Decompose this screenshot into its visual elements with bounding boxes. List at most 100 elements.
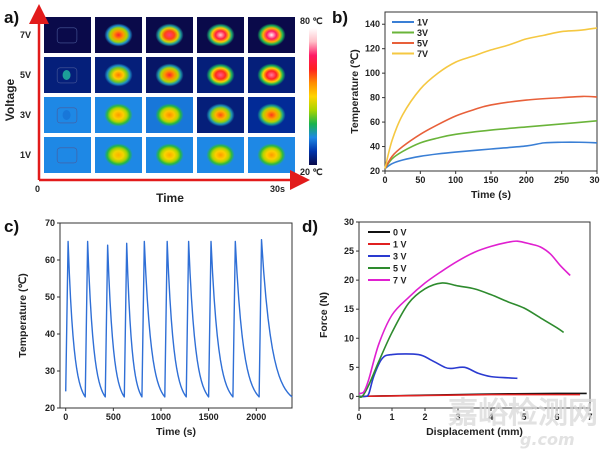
panel-label-a: a) [4,8,19,27]
plot-frame [358,221,591,409]
series-line-5V [384,95,598,169]
y-tick-label: 30 [344,217,354,227]
series-line-5V [358,282,565,399]
hot-spot [257,143,286,167]
hot-spot [257,23,286,47]
y-tick-label: 25 [344,246,354,256]
thermal-tile [44,137,91,173]
y-tick-label: 30 [45,366,55,376]
legend-label-7V: 7V [417,49,428,59]
x-axis-label: Time (s) [156,426,196,438]
y-tick-label: 0 [349,391,354,401]
watermark-sub: g.com [520,430,575,449]
series-line-7V [358,240,571,395]
y-axis-label: Voltage [3,78,17,121]
hot-spot [104,63,133,87]
x-tick-label: 300 [589,175,600,185]
y-tick-label: 20 [370,166,380,176]
y-tick-label: 70 [45,218,55,228]
legend-label-1V: 1 V [393,240,407,250]
panel-d-chart: 0 1 2 3 4 5 6 7 0 5 10 15 20 25 30 Displacement (mm) For… [318,217,593,438]
legend-label-5V: 5 V [393,264,407,274]
colorbar-min-label: 20 ℃ [300,167,323,177]
x-axis-label: Time (s) [471,189,511,201]
x-tick-label: 0 [356,412,361,422]
y-axis-label: Temperature (℃) [349,49,361,134]
x-tick-label: 1500 [199,412,219,422]
x-axis-label: Time [156,191,184,205]
x-tick-0: 0 [35,184,40,194]
x-tick-label: 1000 [151,412,171,422]
x-tick-label: 50 [415,175,425,185]
plot-frame [59,222,293,409]
y-tick-label: 100 [365,68,380,78]
x-tick-label: 100 [448,175,463,185]
row-label-5V: 5V [20,70,31,80]
sample-outline [56,27,78,44]
x-tick-label: 2 [422,412,427,422]
hot-spot [257,103,286,127]
series-line-cycling [65,238,293,398]
series-line-1V [358,393,581,398]
x-tick-label: 5 [521,412,526,422]
legend-label-5V: 5V [417,39,428,49]
x-tick-label: 250 [554,175,569,185]
x-tick-label: 6 [554,412,559,422]
y-tick-label: 60 [370,117,380,127]
hot-spot [104,103,133,127]
x-tick-label: 150 [483,175,498,185]
panel-c-chart: 0 500 1000 1500 2000 20 30 40 50 60 70 Time (s) Temp… [17,218,293,438]
y-axis-label: Force (N) [318,292,330,338]
hot-spot [257,63,286,87]
hot-spot [206,23,235,47]
x-tick-label: 3 [455,412,460,422]
warm-spot [62,110,71,120]
x-tick-30s: 30s [270,184,285,194]
legend-label-3V: 3V [417,28,428,38]
x-tick-label: 4 [488,412,493,422]
y-tick-label: 10 [344,333,354,343]
colorbar-max-label: 80 ℃ [300,16,323,26]
y-tick-label: 40 [370,142,380,152]
x-tick-label: 500 [106,412,121,422]
colorbar [309,28,317,165]
x-tick-label: 1 [389,412,394,422]
y-tick-label: 120 [365,44,380,54]
hot-spot [206,63,235,87]
legend-label-3V: 3 V [393,252,407,262]
x-tick-label: 0 [382,175,387,185]
series-line-3V [358,353,518,398]
y-tick-label: 80 [370,93,380,103]
series-line-1V [384,141,598,170]
y-tick-label: 140 [365,19,380,29]
legend-label-0V: 0 V [393,228,407,238]
sample-outline [56,107,78,124]
row-label-1V: 1V [20,150,31,160]
row-label-3V: 3V [20,110,31,120]
warm-spot [62,70,71,80]
panel-a-heatmap: 7V 5V 3V 1V 0 30s Time Voltage 80 ℃ 20 ℃ [3,4,323,205]
hot-spot [104,143,133,167]
hot-spot [155,23,184,47]
x-tick-label: 0 [63,412,68,422]
panel-label-b: b) [332,8,348,27]
series-line-7V [384,27,598,169]
y-axis-label: Temperature (℃) [17,273,29,358]
y-tick-label: 20 [344,275,354,285]
x-tick-label: 200 [519,175,534,185]
thermal-tile [44,17,91,53]
hot-spot [206,103,235,127]
y-tick-label: 20 [45,403,55,413]
hot-spot [155,103,184,127]
y-tick-label: 50 [45,292,55,302]
panel-label-d: d) [302,217,318,236]
hot-spot [206,143,235,167]
hot-spot [155,63,184,87]
sample-outline [56,147,78,164]
hot-spot [104,23,133,47]
series-line-3V [384,120,598,170]
legend-label-7V: 7 V [393,276,407,286]
x-tick-label: 2000 [246,412,266,422]
row-label-7V: 7V [20,30,31,40]
